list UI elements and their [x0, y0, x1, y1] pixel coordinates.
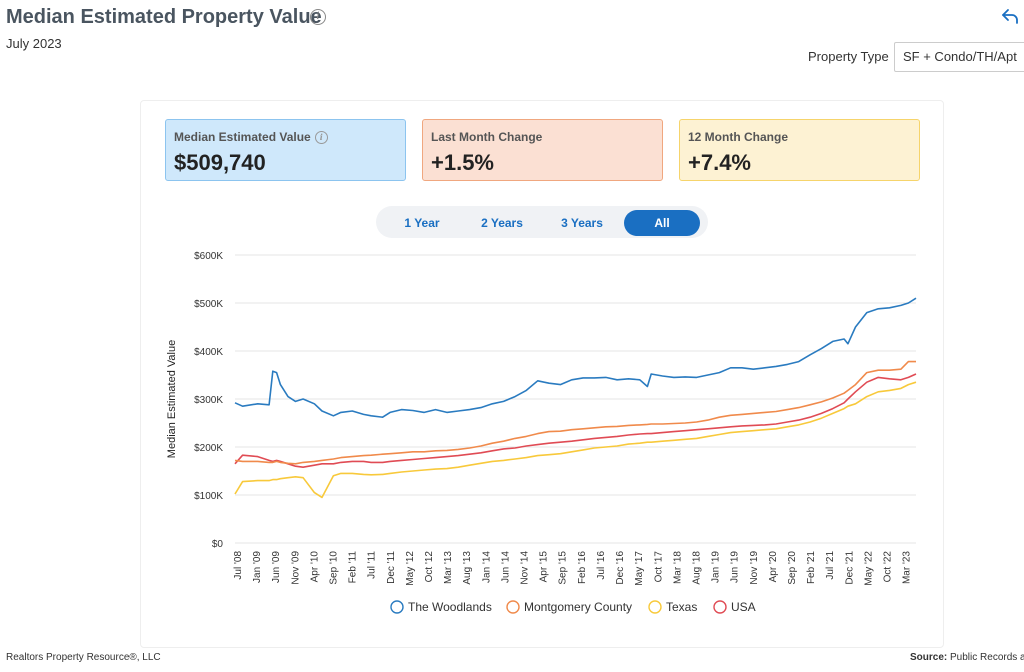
- card-value: $509,740: [174, 150, 266, 175]
- share-icon[interactable]: [1000, 6, 1020, 26]
- median-value-card: Median Estimated Value i $509,740: [165, 119, 406, 181]
- chart-panel: [140, 100, 944, 648]
- card-label: Last Month Change: [431, 130, 543, 144]
- card-value: +1.5%: [431, 150, 494, 175]
- range-1-year-button[interactable]: 1 Year: [404, 216, 440, 230]
- range-all-button[interactable]: All: [624, 210, 700, 236]
- card-label: Median Estimated Value: [174, 130, 311, 144]
- range-2-years-button[interactable]: 2 Years: [481, 216, 523, 230]
- range-selector: 1 Year 2 Years 3 Years All: [376, 206, 708, 238]
- last-month-change-card: Last Month Change +1.5%: [422, 119, 663, 181]
- footer-source: Source: Public Records a: [910, 652, 1024, 663]
- twelve-month-change-card: 12 Month Change +7.4%: [679, 119, 920, 181]
- range-3-years-button[interactable]: 3 Years: [561, 216, 603, 230]
- date-subtitle: July 2023: [6, 36, 62, 51]
- page-title: Median Estimated Property Value: [6, 6, 322, 28]
- property-type-label: Property Type: [808, 49, 889, 64]
- card-label: 12 Month Change: [688, 130, 789, 144]
- source-value: Public Records a: [950, 652, 1024, 663]
- info-icon[interactable]: i: [314, 131, 328, 144]
- source-label: Source:: [910, 652, 948, 663]
- card-value: +7.4%: [688, 150, 751, 175]
- footer-copyright: Realtors Property Resource®, LLC: [6, 652, 161, 663]
- info-icon[interactable]: i: [310, 9, 326, 25]
- property-type-select[interactable]: SF + Condo/TH/Apt: [894, 42, 1024, 72]
